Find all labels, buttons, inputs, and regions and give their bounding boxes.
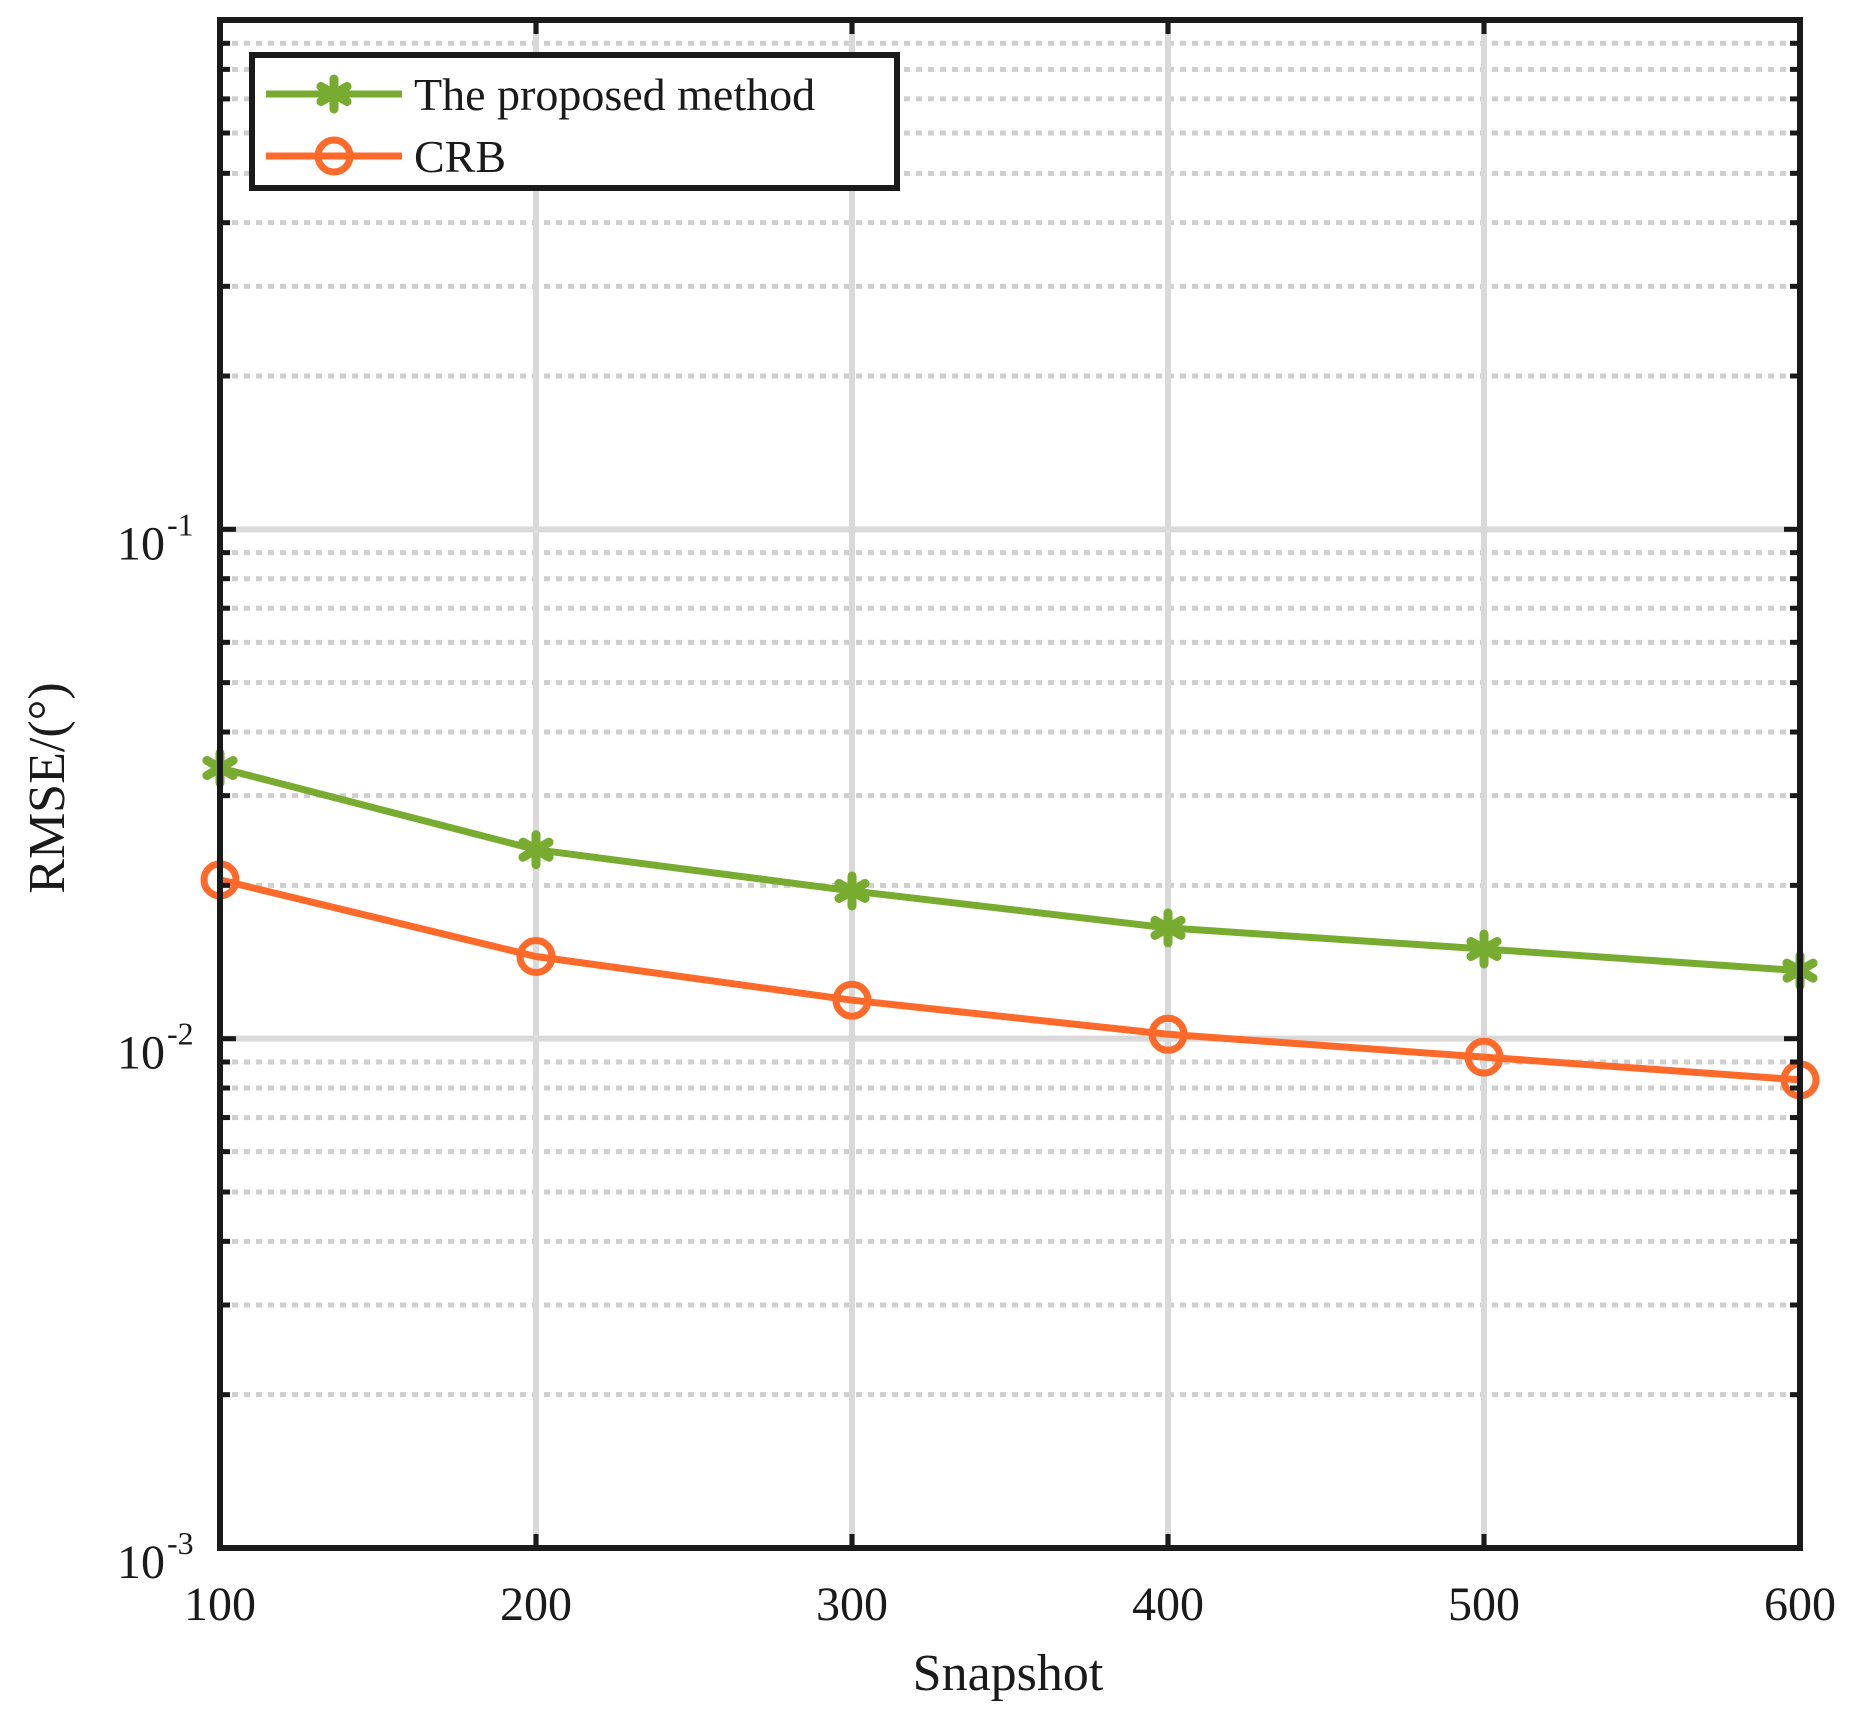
series-line (219, 764, 1801, 975)
x-tick-label: 600 (1764, 1578, 1836, 1631)
x-tick-label: 200 (500, 1578, 572, 1631)
data-point (832, 980, 872, 1020)
data-point (834, 871, 870, 911)
y-tick-label: 10 (117, 1536, 165, 1589)
legend-label: The proposed method (414, 69, 815, 120)
data-point (1464, 1037, 1504, 1077)
series-line (219, 876, 1801, 1084)
legend-entry-proposed: The proposed method (266, 69, 815, 120)
data-point (516, 936, 556, 976)
x-tick-label: 500 (1448, 1578, 1520, 1631)
data-point (1148, 1014, 1188, 1054)
y-tick-label: 10 (117, 517, 165, 570)
marker-stroke (1150, 915, 1186, 940)
grid (217, 20, 1803, 1551)
marker-stroke (834, 878, 870, 903)
y-tick-exponent: -1 (167, 506, 194, 542)
data-point (316, 74, 352, 114)
data-point (518, 830, 554, 870)
data-point (1150, 908, 1186, 948)
y-tick-label: 10 (117, 1027, 165, 1080)
marker-stroke (518, 837, 554, 862)
legend-entry-crb: CRB (266, 131, 506, 182)
y-axis-label: RMSE/(°) (19, 682, 76, 893)
legend-label: CRB (414, 131, 506, 182)
data-point (314, 136, 354, 176)
legend: The proposed method CRB (249, 52, 900, 191)
marker-stroke (316, 82, 352, 106)
plot-area (220, 20, 1800, 1548)
x-axis-label: Snapshot (913, 1645, 1104, 1702)
axes-box (217, 17, 1803, 1551)
axes (217, 17, 1803, 1551)
legend-box (249, 52, 900, 191)
x-tick-label: 300 (816, 1578, 888, 1631)
data-point (1466, 929, 1502, 969)
x-tick-label: 400 (1132, 1578, 1204, 1631)
x-tick-label: 100 (184, 1578, 256, 1631)
marker-stroke (1466, 936, 1502, 961)
y-tick-exponent: -3 (167, 1525, 194, 1561)
y-tick-exponent: -2 (167, 1016, 194, 1052)
